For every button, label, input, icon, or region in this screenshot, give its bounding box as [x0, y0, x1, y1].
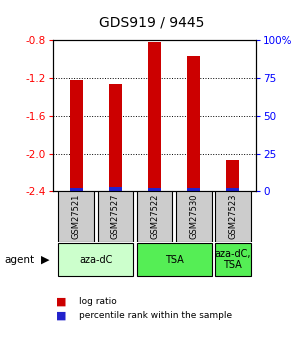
Text: percentile rank within the sample: percentile rank within the sample	[79, 311, 232, 320]
Bar	[70, 188, 83, 191]
Text: ■: ■	[56, 297, 67, 307]
Bar	[137, 191, 172, 242]
Bar	[58, 243, 133, 276]
Bar	[215, 243, 251, 276]
Bar	[226, 160, 239, 191]
Bar	[148, 188, 161, 191]
Text: GSM27521: GSM27521	[72, 194, 81, 239]
Bar	[148, 41, 161, 191]
Bar	[58, 191, 95, 242]
Text: GSM27523: GSM27523	[228, 194, 237, 239]
Text: ▶: ▶	[41, 255, 49, 265]
Bar	[215, 191, 251, 242]
Text: aza-dC,
TSA: aza-dC, TSA	[214, 249, 251, 270]
Bar	[109, 84, 122, 191]
Text: aza-dC: aza-dC	[79, 255, 113, 265]
Bar	[226, 188, 239, 191]
Bar	[187, 56, 200, 191]
Text: agent: agent	[5, 255, 35, 265]
Text: GDS919 / 9445: GDS919 / 9445	[99, 16, 204, 30]
Bar	[109, 187, 122, 191]
Bar	[70, 79, 83, 191]
Bar	[98, 191, 133, 242]
Text: GSM27522: GSM27522	[150, 194, 159, 239]
Text: ■: ■	[56, 311, 67, 321]
Text: GSM27530: GSM27530	[189, 194, 198, 239]
Bar	[176, 191, 211, 242]
Text: TSA: TSA	[165, 255, 183, 265]
Bar	[137, 243, 211, 276]
Bar	[187, 188, 200, 191]
Text: GSM27527: GSM27527	[111, 194, 120, 239]
Text: log ratio: log ratio	[79, 297, 117, 306]
